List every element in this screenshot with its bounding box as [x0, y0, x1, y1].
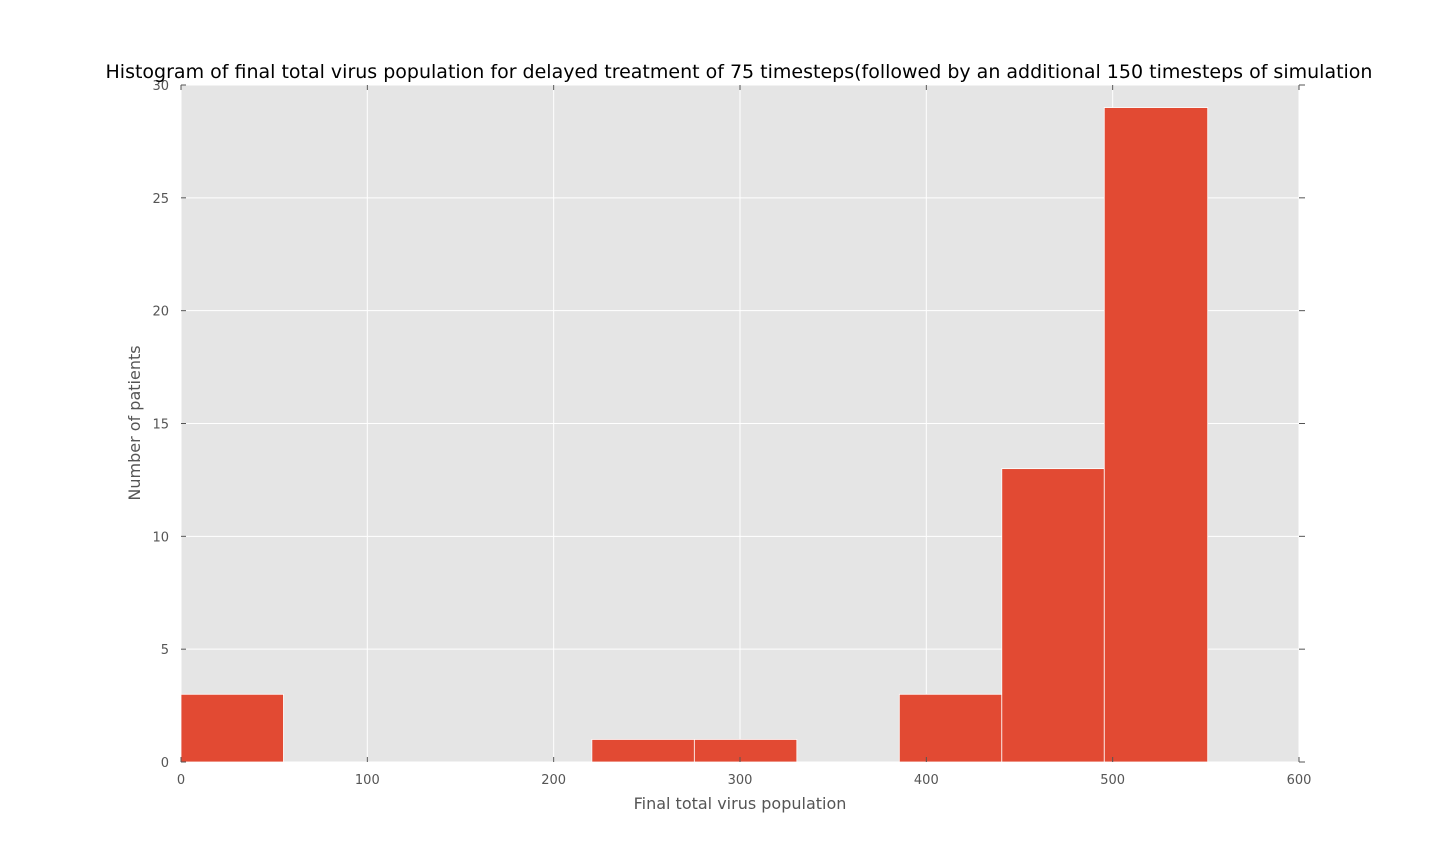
x-tick-label: 600	[1287, 773, 1312, 788]
y-tick-label: 25	[152, 192, 169, 207]
axis-ticks: 0 100 200 300 400 500 600 0 5 10 15 20 25 30	[152, 79, 1311, 788]
y-tick-label: 30	[152, 79, 169, 94]
x-tick-label: 500	[1100, 773, 1125, 788]
y-tick-label: 5	[161, 643, 169, 658]
x-tick-label: 200	[541, 773, 566, 788]
y-tick-label: 0	[161, 756, 169, 771]
histogram-bar	[1103, 107, 1209, 763]
x-tick-label: 300	[728, 773, 753, 788]
x-tick-label: 0	[177, 773, 185, 788]
y-tick-label: 10	[152, 530, 169, 545]
histogram-bar	[591, 739, 695, 763]
histogram-bar	[1001, 468, 1105, 763]
histogram-bars	[180, 107, 1209, 763]
y-tick-label: 15	[152, 418, 169, 433]
y-axis-label: Number of patients	[125, 345, 144, 500]
histogram-bar	[693, 739, 798, 763]
x-tick-label: 400	[914, 773, 939, 788]
x-tick-label: 100	[355, 773, 380, 788]
chart-title: Histogram of final total virus populatio…	[106, 61, 1373, 83]
y-tick-label: 20	[152, 305, 169, 320]
x-axis-label: Final total virus population	[634, 794, 847, 813]
histogram-bar	[180, 693, 284, 763]
histogram-bar	[898, 693, 1003, 763]
